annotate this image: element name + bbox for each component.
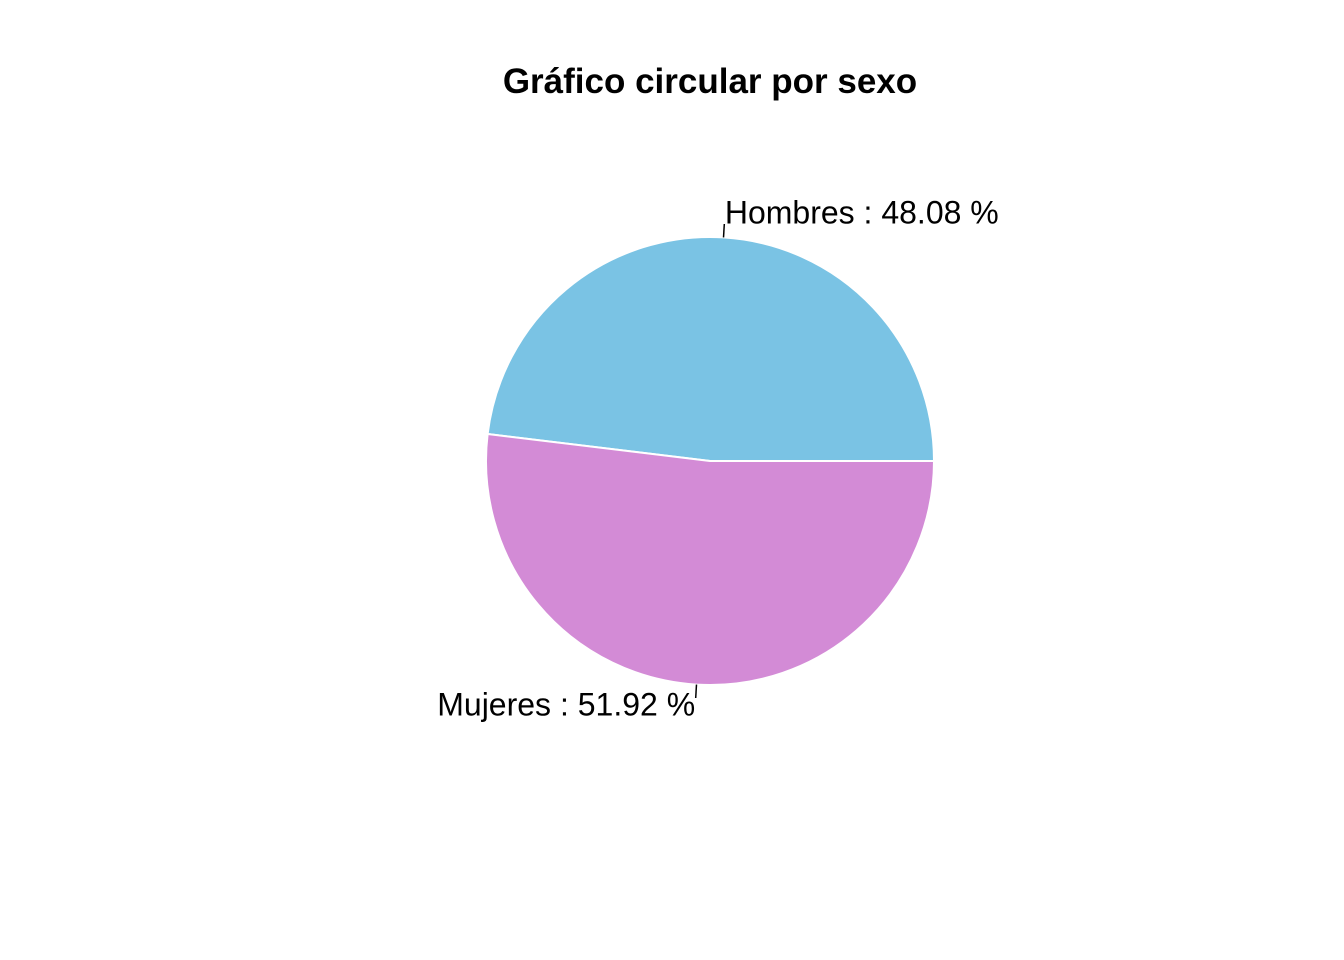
pie-slice-hombres	[486, 236, 936, 462]
pie-slices	[485, 236, 936, 686]
chart-title: Gráfico circular por sexo	[503, 62, 917, 101]
pie-slice-mujeres	[485, 432, 936, 686]
leader-line-hombres	[722, 223, 726, 238]
pie-labels: Hombres : 48.08 % Mujeres : 51.92 %	[437, 195, 999, 723]
slice-label-mujeres: Mujeres : 51.92 %	[437, 686, 695, 722]
leader-line-mujeres	[694, 684, 698, 699]
slice-label-hombres: Hombres : 48.08 %	[725, 195, 999, 231]
